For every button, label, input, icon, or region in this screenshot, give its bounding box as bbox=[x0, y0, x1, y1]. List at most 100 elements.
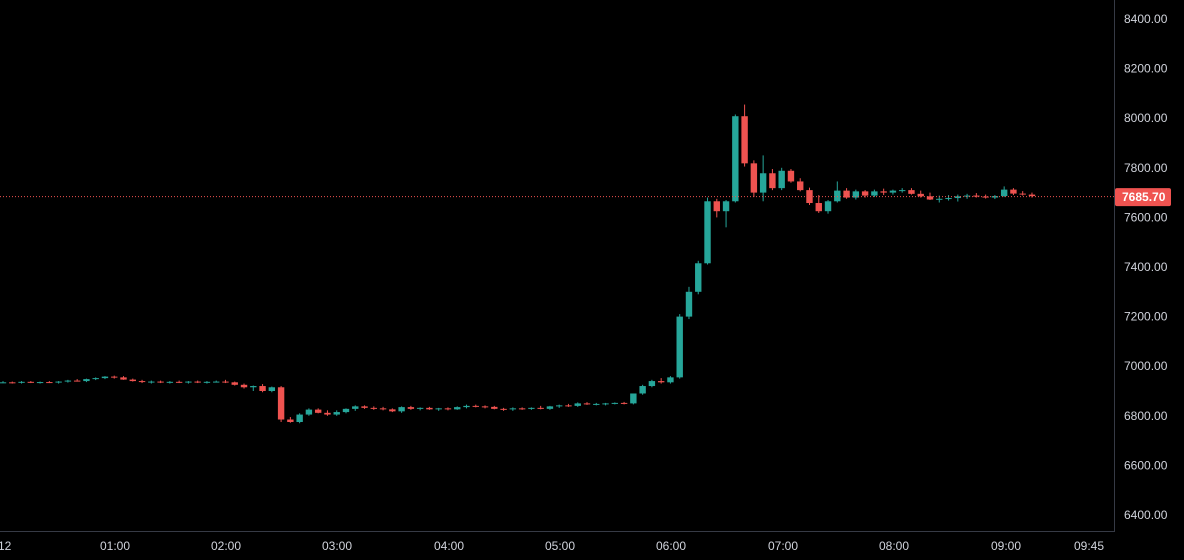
candle-down[interactable] bbox=[769, 169, 776, 191]
candle-up[interactable] bbox=[852, 189, 860, 200]
candle-down[interactable] bbox=[27, 381, 35, 384]
candle-up[interactable] bbox=[83, 378, 90, 383]
candle-up[interactable] bbox=[509, 407, 517, 411]
candle-up[interactable] bbox=[685, 286, 693, 320]
candle-down[interactable] bbox=[917, 190, 924, 198]
candle-up[interactable] bbox=[0, 381, 7, 384]
candle-down[interactable] bbox=[287, 417, 294, 423]
candle-down[interactable] bbox=[407, 405, 415, 410]
candle-down[interactable] bbox=[73, 379, 81, 382]
candle-up[interactable] bbox=[824, 200, 832, 214]
candle-up[interactable] bbox=[18, 381, 25, 384]
candle-down[interactable] bbox=[370, 406, 377, 410]
candle-down[interactable] bbox=[129, 378, 136, 382]
time-axis[interactable]: 12 01:00 02:00 03:00 04:00 05:00 06:00 07:00 08:… bbox=[0, 539, 1104, 553]
candle-down[interactable] bbox=[982, 194, 989, 199]
candle-up[interactable] bbox=[963, 193, 971, 199]
candle-down[interactable] bbox=[1019, 191, 1026, 196]
candle-up[interactable] bbox=[435, 407, 442, 411]
candle-down[interactable] bbox=[175, 380, 183, 384]
candle-down[interactable] bbox=[324, 410, 331, 416]
candle-down[interactable] bbox=[379, 406, 387, 411]
candle-up[interactable] bbox=[398, 406, 405, 413]
candle-down[interactable] bbox=[361, 405, 368, 409]
candle-up[interactable] bbox=[898, 188, 906, 193]
candle-down[interactable] bbox=[9, 381, 16, 384]
candle-up[interactable] bbox=[871, 189, 878, 198]
candle-up[interactable] bbox=[611, 402, 619, 405]
candle-up[interactable] bbox=[250, 385, 257, 391]
candle-up[interactable] bbox=[630, 393, 637, 405]
candle-up[interactable] bbox=[213, 380, 220, 383]
candle-down[interactable] bbox=[389, 408, 396, 413]
candle-up[interactable] bbox=[296, 413, 303, 424]
candle-down[interactable] bbox=[231, 381, 238, 386]
candle-up[interactable] bbox=[454, 406, 461, 410]
candle-up[interactable] bbox=[528, 407, 535, 410]
price-axis[interactable]: 8400.00 8200.00 8000.00 7800.00 7600.00 7400.… bbox=[1124, 12, 1168, 522]
candle-down[interactable] bbox=[787, 169, 795, 183]
candle-down[interactable] bbox=[1010, 188, 1017, 196]
candle-up[interactable] bbox=[148, 380, 155, 384]
candle-up[interactable] bbox=[101, 376, 109, 380]
candle-up[interactable] bbox=[574, 402, 581, 407]
candle-down[interactable] bbox=[657, 378, 665, 384]
candle-down[interactable] bbox=[806, 187, 813, 205]
candle-up[interactable] bbox=[333, 410, 340, 416]
candle-down[interactable] bbox=[815, 195, 822, 213]
candle-up[interactable] bbox=[1000, 186, 1008, 198]
candle-down[interactable] bbox=[194, 380, 201, 384]
candle-up[interactable] bbox=[352, 405, 359, 411]
candle-down[interactable] bbox=[741, 104, 748, 167]
candle-up[interactable] bbox=[416, 407, 424, 411]
candle-up[interactable] bbox=[991, 195, 999, 200]
candle-down[interactable] bbox=[565, 403, 572, 407]
candle-up[interactable] bbox=[722, 200, 730, 228]
candle-down[interactable] bbox=[472, 404, 479, 408]
candle-down[interactable] bbox=[491, 405, 498, 410]
candle-up[interactable] bbox=[834, 181, 841, 203]
candle-down[interactable] bbox=[620, 401, 628, 405]
candle-down[interactable] bbox=[111, 375, 118, 379]
candle-up[interactable] bbox=[759, 155, 767, 202]
candle-up[interactable] bbox=[305, 408, 313, 416]
candle-up[interactable] bbox=[593, 402, 600, 406]
candle-up[interactable] bbox=[667, 376, 674, 384]
candle-up[interactable] bbox=[778, 167, 785, 191]
candle-down[interactable] bbox=[1028, 192, 1036, 198]
candle-down[interactable] bbox=[138, 379, 146, 384]
candle-up[interactable] bbox=[342, 408, 350, 414]
candle-up[interactable] bbox=[639, 384, 646, 395]
candle-down[interactable] bbox=[120, 376, 127, 380]
candle-up[interactable] bbox=[954, 194, 962, 202]
candle-up[interactable] bbox=[695, 260, 702, 295]
candle-up[interactable] bbox=[463, 404, 470, 409]
candle-down[interactable] bbox=[880, 188, 887, 196]
candle-down[interactable] bbox=[222, 379, 229, 384]
candle-down[interactable] bbox=[240, 383, 248, 389]
candle-up[interactable] bbox=[945, 195, 952, 201]
candle-down[interactable] bbox=[908, 188, 915, 195]
candle-down[interactable] bbox=[500, 407, 507, 411]
candle-down[interactable] bbox=[277, 386, 285, 422]
candle-down[interactable] bbox=[750, 160, 758, 198]
candle-down[interactable] bbox=[426, 406, 433, 410]
candle-up[interactable] bbox=[889, 189, 897, 195]
candle-down[interactable] bbox=[797, 178, 804, 192]
candle-up[interactable] bbox=[55, 381, 62, 384]
candle-up[interactable] bbox=[92, 377, 99, 381]
candle-up[interactable] bbox=[64, 379, 72, 383]
candle-down[interactable] bbox=[157, 380, 164, 384]
candle-up[interactable] bbox=[546, 405, 554, 410]
candle-up[interactable] bbox=[268, 386, 276, 393]
candle-down[interactable] bbox=[973, 193, 980, 198]
candle-up[interactable] bbox=[203, 381, 211, 384]
candle-down[interactable] bbox=[481, 405, 489, 409]
candle-up[interactable] bbox=[602, 402, 609, 406]
candle-down[interactable] bbox=[713, 198, 720, 218]
candle-up[interactable] bbox=[676, 314, 683, 379]
candle-up[interactable] bbox=[556, 404, 563, 408]
candle-down[interactable] bbox=[518, 407, 526, 410]
candle-down[interactable] bbox=[314, 408, 322, 414]
candle-up[interactable] bbox=[36, 381, 44, 384]
